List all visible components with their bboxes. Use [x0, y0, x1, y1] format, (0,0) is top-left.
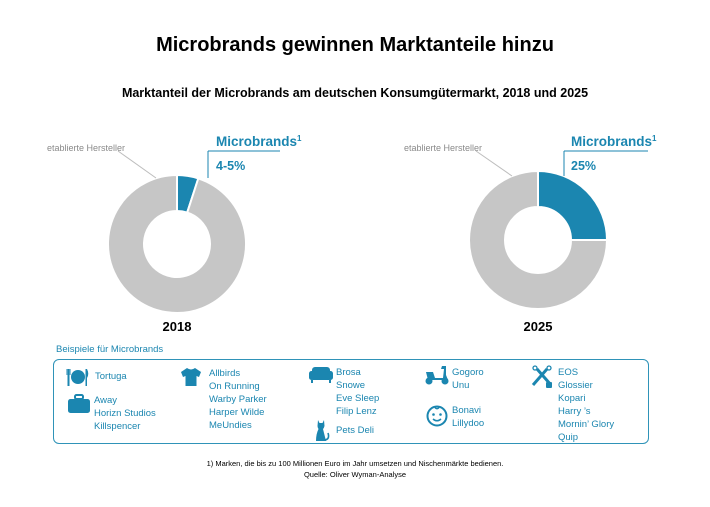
- brand-list-food: Tortuga: [95, 370, 127, 383]
- label-microbrands-2018: Microbrands1: [216, 134, 302, 149]
- brand-list-mobility: Gogoro Unu: [452, 366, 484, 392]
- value-label-2018: 4-5%: [216, 159, 245, 173]
- donut-slice-2025-1: [468, 169, 609, 310]
- brand-name: Harry ’s: [558, 406, 591, 417]
- brand-list-fashion: Allbirds On Running Warby Parker Harper …: [209, 367, 267, 432]
- donut-slice-2025-0: [537, 169, 609, 241]
- brand-list-pets: Pets Deli: [336, 424, 374, 437]
- source-note: Quelle: Oliver Wyman-Analyse: [303, 470, 407, 479]
- superscript-2025: 1: [652, 134, 657, 143]
- brand-list-baby: Bonavi Lillydoo: [452, 404, 484, 430]
- cutlery-icon: [66, 369, 89, 386]
- brand-name: Snowe: [336, 380, 366, 391]
- brand-name: Quip: [558, 432, 579, 443]
- label-established-2025: etablierte Hersteller: [404, 143, 482, 153]
- brand-name: Horizn Studios: [94, 408, 156, 419]
- examples-box: [53, 359, 649, 444]
- brand-name: Pets Deli: [336, 425, 375, 436]
- brand-name: On Running: [209, 381, 260, 392]
- chart-subtitle: Marktanteil der Microbrands am deutschen…: [121, 86, 589, 100]
- brand-name: Brosa: [336, 367, 361, 378]
- cosmetics-icon: [531, 365, 553, 388]
- brand-name: Filip Lenz: [336, 406, 377, 417]
- brand-list-furniture: Brosa Snowe Eve Sleep Filip Lenz: [336, 366, 379, 418]
- value-label-2025: 25%: [571, 159, 596, 173]
- brand-name: Tortuga: [95, 371, 127, 382]
- leader-line-established-2025: [475, 150, 513, 177]
- donut-2025: etablierte Hersteller Microbrands1 25% 2…: [404, 134, 657, 334]
- brand-name: Mornin’ Glory: [558, 419, 615, 430]
- brand-name: Gogoro: [452, 367, 484, 378]
- brand-name: Allbirds: [209, 368, 241, 379]
- cat-icon: [316, 420, 330, 441]
- brand-list-cosmetics: EOS Glossier Kopari Harry ’s Mornin’ Glo…: [558, 366, 614, 444]
- brand-name: Lillydoo: [452, 418, 485, 429]
- brand-name: Bonavi: [452, 405, 482, 416]
- brand-name: EOS: [558, 367, 579, 378]
- year-label-2025: 2025: [524, 319, 553, 334]
- donut-charts: etablierte Hersteller Microbrands1 4-5% …: [47, 134, 657, 334]
- brand-name: MeUndies: [209, 420, 252, 431]
- brand-name: Eve Sleep: [336, 393, 380, 404]
- brand-name: Warby Parker: [209, 394, 267, 405]
- label-microbrands-2025: Microbrands1: [571, 134, 657, 149]
- baby-face-icon: [426, 405, 448, 427]
- label-established-2018: etablierte Hersteller: [47, 143, 125, 153]
- scooter-icon: [425, 366, 449, 385]
- page-title: Microbrands gewinnen Marktanteile hinzu: [156, 34, 554, 56]
- brand-name: Harper Wilde: [209, 407, 265, 418]
- brand-name: Glossier: [558, 380, 593, 391]
- donut-2018: etablierte Hersteller Microbrands1 4-5% …: [47, 134, 302, 334]
- leader-line-established-2018: [117, 150, 157, 179]
- label-microbrands-text-2025: Microbrands: [571, 134, 652, 149]
- tshirt-icon: [181, 368, 201, 386]
- sofa-icon: [309, 367, 333, 383]
- brand-name: Killspencer: [94, 421, 141, 432]
- year-label-2018: 2018: [163, 319, 192, 334]
- footnote: 1) Marken, die bis zu 100 Millionen Euro…: [206, 459, 504, 468]
- brand-name: Kopari: [558, 393, 586, 404]
- label-microbrands-text-2018: Microbrands: [216, 134, 297, 149]
- luggage-icon: [68, 394, 90, 413]
- brand-name: Unu: [452, 380, 470, 391]
- brand-list-luggage: Away Horizn Studios Killspencer: [94, 394, 156, 433]
- brand-name: Away: [94, 395, 118, 406]
- donut-slice-2018-1: [107, 173, 247, 314]
- examples-title: Beispiele für Microbrands: [56, 344, 164, 355]
- superscript-2018: 1: [297, 134, 302, 143]
